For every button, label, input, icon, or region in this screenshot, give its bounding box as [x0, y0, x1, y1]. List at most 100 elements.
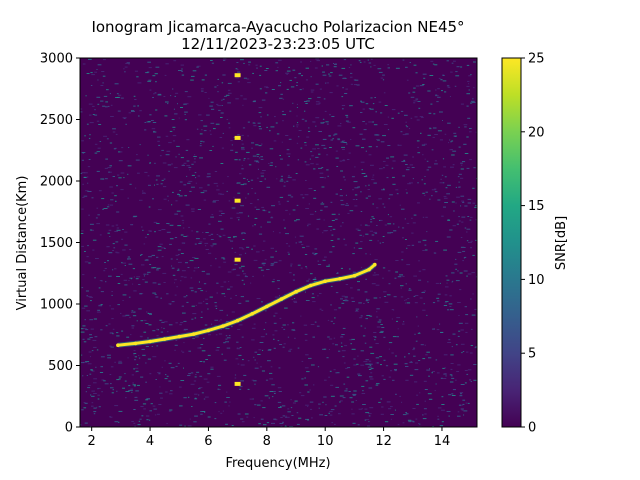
noise-pixel [315, 163, 319, 165]
noise-pixel [203, 283, 207, 285]
noise-pixel [274, 330, 278, 332]
noise-pixel [340, 199, 344, 201]
noise-pixel [372, 274, 376, 276]
noise-pixel [163, 178, 166, 180]
noise-pixel [341, 302, 345, 304]
noise-pixel [104, 268, 107, 269]
noise-pixel [343, 238, 346, 240]
noise-pixel [339, 401, 341, 403]
colorbar-tick-label: 15 [528, 199, 545, 214]
noise-pixel [439, 425, 444, 427]
noise-pixel [281, 110, 284, 112]
noise-pixel [341, 105, 346, 106]
noise-pixel [142, 279, 145, 281]
noise-pixel [450, 363, 454, 364]
noise-pixel [84, 402, 88, 404]
noise-pixel [97, 214, 100, 216]
noise-pixel [154, 162, 156, 164]
noise-pixel [472, 202, 476, 204]
noise-pixel [367, 59, 369, 61]
noise-pixel [207, 173, 211, 175]
noise-pixel [306, 245, 310, 247]
noise-pixel [210, 60, 213, 61]
noise-pixel [342, 176, 345, 178]
noise-pixel [133, 95, 136, 97]
noise-pixel [252, 122, 255, 124]
noise-pixel [351, 176, 355, 178]
noise-pixel [439, 139, 443, 141]
noise-pixel [473, 87, 475, 89]
noise-pixel [260, 336, 265, 338]
noise-pixel [183, 276, 187, 278]
noise-pixel [207, 373, 211, 375]
x-tick-label: 10 [317, 434, 334, 449]
noise-pixel [108, 171, 110, 173]
noise-pixel [178, 153, 180, 155]
noise-pixel [408, 128, 411, 129]
noise-pixel [161, 149, 164, 151]
noise-pixel [152, 267, 157, 269]
noise-pixel [110, 346, 114, 348]
noise-pixel [320, 209, 323, 211]
noise-pixel [449, 381, 454, 383]
noise-pixel [464, 126, 467, 128]
multiple-echo [234, 73, 241, 78]
noise-pixel [180, 280, 182, 282]
noise-pixel [417, 182, 419, 184]
noise-pixel [171, 163, 173, 165]
noise-pixel [149, 264, 152, 265]
noise-pixel [350, 83, 353, 85]
noise-pixel [235, 98, 239, 100]
noise-pixel [358, 60, 361, 62]
noise-pixel [422, 84, 425, 85]
noise-pixel [347, 367, 351, 369]
echo-point [367, 267, 371, 272]
noise-pixel [333, 63, 335, 64]
noise-pixel [224, 295, 226, 297]
noise-pixel [397, 112, 400, 114]
noise-pixel [322, 232, 324, 234]
noise-pixel [204, 242, 209, 244]
noise-pixel [191, 210, 195, 212]
noise-pixel [219, 137, 223, 138]
noise-pixel [108, 229, 112, 231]
noise-pixel [285, 72, 290, 74]
echo-point [308, 283, 313, 288]
noise-pixel [99, 372, 104, 373]
noise-pixel [369, 364, 372, 366]
noise-pixel [323, 219, 325, 221]
noise-pixel [109, 204, 114, 206]
echo-point [221, 324, 225, 328]
noise-pixel [91, 405, 94, 407]
noise-pixel [308, 131, 311, 132]
noise-pixel [117, 304, 120, 306]
noise-pixel [308, 357, 312, 359]
noise-pixel [372, 103, 375, 105]
noise-pixel [240, 95, 243, 97]
noise-pixel [241, 248, 245, 250]
noise-pixel [294, 77, 297, 79]
noise-pixel [125, 397, 127, 399]
noise-pixel [369, 407, 374, 409]
noise-pixel [254, 367, 259, 369]
noise-pixel [247, 360, 250, 362]
noise-pixel [423, 143, 427, 145]
noise-pixel [112, 131, 116, 133]
noise-pixel [387, 223, 392, 225]
noise-pixel [340, 170, 343, 172]
noise-pixel [437, 96, 441, 98]
noise-pixel [100, 329, 103, 331]
noise-pixel [391, 167, 394, 169]
noise-pixel [280, 175, 283, 177]
noise-pixel [157, 249, 162, 251]
noise-pixel [361, 147, 365, 149]
echo-point [265, 304, 269, 309]
noise-pixel [389, 194, 393, 196]
noise-pixel [330, 240, 334, 241]
noise-pixel [269, 391, 274, 392]
noise-pixel [309, 158, 311, 160]
noise-pixel [451, 272, 455, 274]
noise-pixel [192, 337, 195, 339]
noise-pixel [116, 379, 120, 381]
noise-pixel [324, 177, 326, 179]
